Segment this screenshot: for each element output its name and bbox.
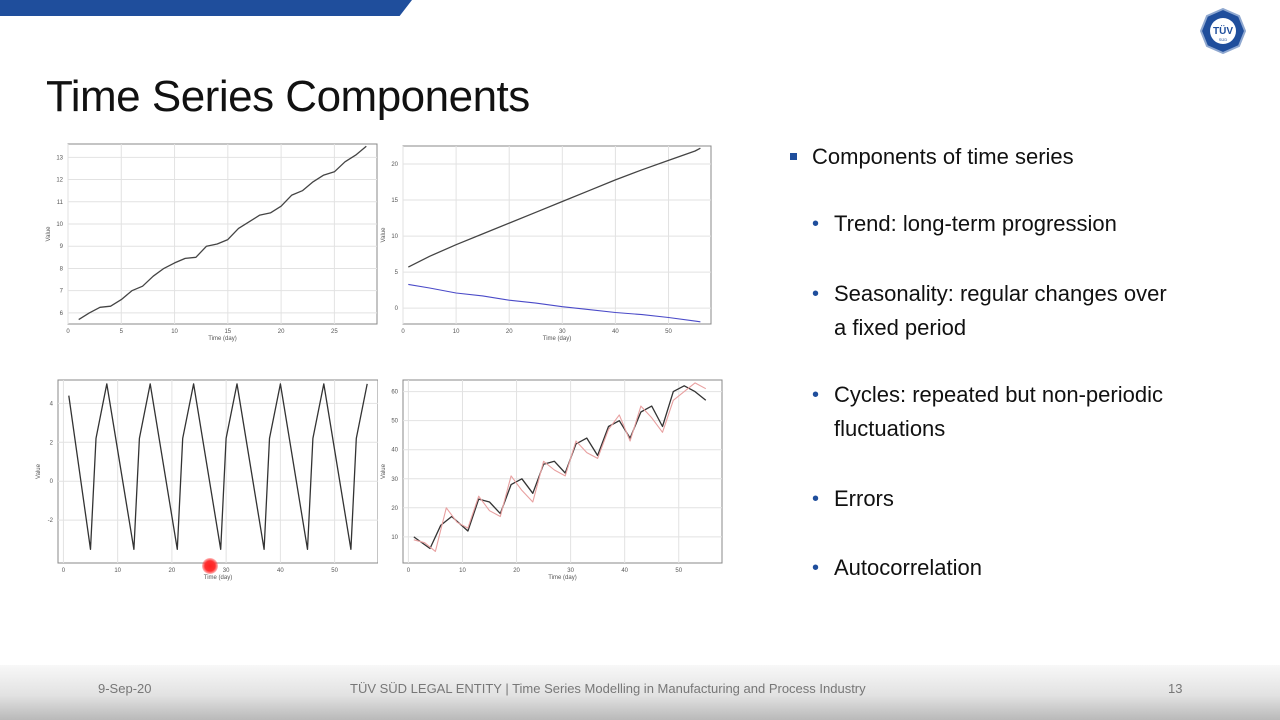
x-tick-label: 5 bbox=[120, 329, 124, 335]
slide-footer: 9-Sep-20 TÜV SÜD LEGAL ENTITY | Time Ser… bbox=[0, 665, 1280, 720]
chart-trend: 0 5 10 15 20 25 6 7 8 9 10 11 12 13 Time (day) Value bbox=[40, 140, 385, 345]
x-tick-label: 30 bbox=[567, 568, 574, 574]
y-tick-label: 10 bbox=[391, 234, 398, 240]
y-tick-label: 7 bbox=[60, 289, 64, 295]
y-tick-label: 30 bbox=[391, 477, 398, 483]
y-tick-label: 6 bbox=[60, 311, 64, 317]
y-tick-label: 9 bbox=[60, 244, 64, 250]
x-axis-label: Time (day) bbox=[548, 575, 576, 581]
plot-area bbox=[67, 143, 378, 325]
y-tick-label: 20 bbox=[391, 506, 398, 512]
x-tick-label: 25 bbox=[331, 329, 338, 335]
x-tick-label: 0 bbox=[401, 329, 405, 335]
main-bullet: Components of time series bbox=[790, 140, 1210, 174]
x-tick-label: 15 bbox=[224, 329, 231, 335]
sub-bullet-errors: • Errors bbox=[812, 482, 1194, 516]
bullet-list: Components of time series • Trend: long-… bbox=[790, 140, 1210, 580]
sub-bullet-text-cont: fluctuations bbox=[834, 416, 946, 441]
series-line-0 bbox=[413, 385, 707, 550]
dot-bullet-icon: • bbox=[812, 213, 820, 235]
y-tick-label: 11 bbox=[57, 200, 64, 206]
y-tick-label: 20 bbox=[391, 162, 398, 168]
x-tick-label: 20 bbox=[506, 329, 513, 335]
main-bullet-text: Components of time series bbox=[812, 144, 1074, 169]
x-tick-label: 0 bbox=[62, 568, 66, 574]
chart-trend-pair: 0 10 20 30 40 50 0 5 10 15 20 Time (day) Value bbox=[378, 140, 718, 345]
y-tick-label: 8 bbox=[60, 266, 64, 272]
y-tick-label: 10 bbox=[56, 222, 63, 228]
y-tick-label: 50 bbox=[391, 419, 398, 425]
sub-bullet-trend: • Trend: long-term progression bbox=[812, 207, 1194, 241]
y-axis-label: Value bbox=[36, 463, 42, 479]
sub-bullet-text: Seasonality: regular changes over bbox=[834, 281, 1167, 306]
sub-bullet-text: Autocorrelation bbox=[834, 555, 982, 580]
series-line-0 bbox=[68, 383, 368, 551]
x-tick-label: 50 bbox=[665, 329, 672, 335]
y-tick-label: 10 bbox=[391, 535, 398, 541]
y-axis-label: Value bbox=[381, 227, 387, 243]
y-tick-label: 12 bbox=[56, 178, 63, 184]
x-tick-label: 40 bbox=[621, 568, 628, 574]
sub-bullet-text: Cycles: repeated but non-periodic bbox=[834, 382, 1163, 407]
logo-text: TÜV bbox=[1213, 24, 1233, 37]
x-tick-label: 10 bbox=[171, 329, 178, 335]
y-tick-label: 0 bbox=[50, 479, 54, 485]
x-tick-label: 40 bbox=[277, 568, 284, 574]
y-tick-label: 15 bbox=[391, 198, 398, 204]
x-tick-label: 10 bbox=[453, 329, 460, 335]
header-accent-bar bbox=[0, 0, 412, 16]
series-line-1 bbox=[408, 283, 701, 323]
x-tick-label: 30 bbox=[223, 568, 230, 574]
y-tick-label: 4 bbox=[50, 401, 54, 407]
laser-pointer bbox=[202, 558, 218, 574]
sub-bullet-cycles: • Cycles: repeated but non-periodic fluc… bbox=[812, 378, 1194, 446]
y-tick-label: 40 bbox=[391, 448, 398, 454]
x-tick-label: 10 bbox=[459, 568, 466, 574]
sub-bullet-seasonality: • Seasonality: regular changes over a fi… bbox=[812, 277, 1194, 345]
series-line-0 bbox=[78, 145, 367, 321]
tuv-sud-logo: TÜV SÜD bbox=[1200, 8, 1246, 54]
x-tick-label: 30 bbox=[559, 329, 566, 335]
series-line-0 bbox=[408, 147, 701, 268]
sub-bullet-autocorrelation: • Autocorrelation bbox=[812, 551, 1194, 585]
x-tick-label: 50 bbox=[675, 568, 682, 574]
plot-area bbox=[402, 145, 712, 325]
x-tick-label: 20 bbox=[513, 568, 520, 574]
y-tick-label: 2 bbox=[50, 440, 54, 446]
footer-date: 9-Sep-20 bbox=[98, 681, 152, 696]
x-tick-label: 0 bbox=[66, 329, 70, 335]
chart-trend-seasonality-noise: 0 10 20 30 40 50 10 20 30 40 50 60 Time (day) Value bbox=[378, 374, 728, 586]
slide-title: Time Series Components bbox=[46, 72, 530, 121]
sub-bullet-text: Trend: long-term progression bbox=[834, 211, 1117, 236]
series-line-1 bbox=[413, 382, 707, 552]
sub-bullet-text-cont: a fixed period bbox=[834, 315, 967, 340]
chart-seasonality: 0 10 20 30 40 50 -2 0 2 4 Time (day) Value bbox=[33, 374, 383, 586]
sub-bullet-text: Errors bbox=[834, 486, 894, 511]
dot-bullet-icon: • bbox=[812, 283, 820, 305]
footer-page-number: 13 bbox=[1168, 681, 1183, 696]
plot-area bbox=[402, 379, 723, 564]
x-tick-label: 0 bbox=[407, 568, 411, 574]
x-tick-label: 50 bbox=[331, 568, 338, 574]
y-tick-label: 5 bbox=[395, 270, 399, 276]
y-tick-label: 13 bbox=[56, 155, 63, 161]
footer-center-text: TÜV SÜD LEGAL ENTITY | Time Series Model… bbox=[350, 681, 866, 696]
x-tick-label: 20 bbox=[169, 568, 176, 574]
x-tick-label: 20 bbox=[278, 329, 285, 335]
x-axis-label: Time (day) bbox=[543, 336, 571, 342]
logo-subtext: SÜD bbox=[1219, 37, 1228, 42]
y-axis-label: Value bbox=[381, 463, 387, 479]
x-axis-label: Time (day) bbox=[204, 575, 232, 581]
y-axis-label: Value bbox=[46, 226, 52, 242]
dot-bullet-icon: • bbox=[812, 488, 820, 510]
y-tick-label: -2 bbox=[48, 518, 54, 524]
x-tick-label: 40 bbox=[612, 329, 619, 335]
square-bullet-icon bbox=[790, 153, 797, 160]
y-tick-label: 0 bbox=[395, 306, 399, 312]
dot-bullet-icon: • bbox=[812, 384, 820, 406]
y-tick-label: 60 bbox=[391, 390, 398, 396]
dot-bullet-icon: • bbox=[812, 557, 820, 579]
x-tick-label: 10 bbox=[114, 568, 121, 574]
x-axis-label: Time (day) bbox=[208, 336, 236, 342]
